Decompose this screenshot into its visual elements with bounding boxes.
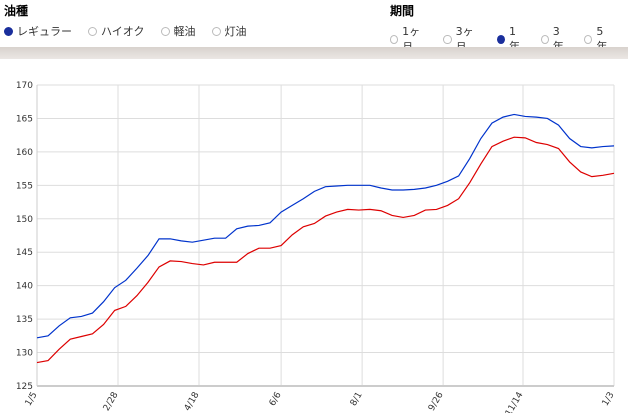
x-tick-label: 1/5 bbox=[24, 391, 40, 409]
series-line-0 bbox=[36, 113, 615, 339]
y-tick-label: 140 bbox=[16, 282, 33, 292]
radio-label: 軽油 bbox=[173, 25, 196, 38]
price-chart: 125 130 135 140 145 150 155 160 165 170 1/5 2/28 4/1… bbox=[16, 81, 617, 413]
x-tick-label: 6/6 bbox=[268, 390, 284, 408]
period-radio-3[interactable]: 3年 bbox=[540, 23, 569, 55]
divider-band bbox=[0, 47, 628, 59]
fuel-radio-3[interactable]: 灯油 bbox=[211, 23, 247, 39]
radio-label: 灯油 bbox=[224, 25, 247, 38]
fuel-radio-2[interactable]: 軽油 bbox=[160, 23, 196, 39]
y-tick-label: 130 bbox=[16, 349, 33, 359]
y-tick-label: 165 bbox=[16, 114, 33, 124]
radio-label: 1年 bbox=[509, 24, 521, 53]
x-tick-label: 4/18 bbox=[183, 390, 202, 413]
radio-label: 3年 bbox=[552, 24, 564, 53]
x-tick-label: 2/28 bbox=[102, 390, 121, 413]
fuel-radio-group: レギュラー ハイオク 軽油 灯油 bbox=[4, 23, 263, 39]
radio-circle-icon[interactable] bbox=[443, 34, 452, 44]
period-radio-2[interactable]: 1年 bbox=[496, 23, 525, 55]
series-line-1 bbox=[36, 136, 615, 364]
fuel-title: 油種 bbox=[4, 4, 29, 18]
x-tick-label: 11/14 bbox=[504, 390, 526, 413]
radio-label: ハイオク bbox=[101, 25, 145, 38]
radio-circle-icon[interactable] bbox=[540, 34, 549, 44]
radio-circle-icon[interactable] bbox=[390, 34, 399, 44]
fuel-radio-1[interactable]: ハイオク bbox=[88, 23, 145, 39]
y-tick-label: 170 bbox=[16, 81, 33, 91]
fuel-radio-0[interactable]: レギュラー bbox=[4, 23, 72, 39]
period-radio-4[interactable]: 5年 bbox=[584, 23, 612, 55]
radio-label: 5年 bbox=[596, 24, 608, 53]
x-tick-label: 1/3 bbox=[601, 391, 617, 409]
x-tick-label: 9/26 bbox=[427, 390, 446, 413]
x-tick-label: 8/1 bbox=[349, 391, 365, 409]
radio-circle-icon[interactable] bbox=[160, 26, 170, 36]
radio-circle-icon[interactable] bbox=[496, 34, 506, 44]
y-tick-label: 135 bbox=[16, 315, 33, 325]
y-tick-label: 160 bbox=[16, 148, 33, 158]
radio-circle-icon[interactable] bbox=[584, 34, 593, 44]
y-tick-label: 145 bbox=[16, 248, 33, 258]
y-tick-label: 155 bbox=[16, 181, 33, 191]
y-tick-label: 150 bbox=[16, 215, 33, 225]
y-tick-label: 125 bbox=[16, 382, 33, 392]
radio-label: レギュラー bbox=[17, 25, 72, 38]
period-radio-group: 1ヶ月3ヶ月1年3年5年 bbox=[390, 23, 628, 55]
radio-circle-icon[interactable] bbox=[4, 26, 13, 36]
radio-circle-icon[interactable] bbox=[88, 26, 97, 36]
period-title: 期間 bbox=[390, 4, 415, 18]
radio-circle-icon[interactable] bbox=[211, 26, 221, 36]
